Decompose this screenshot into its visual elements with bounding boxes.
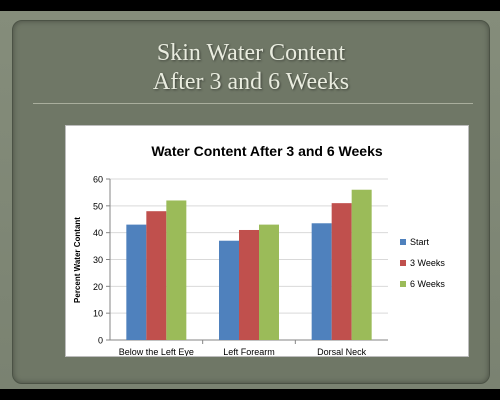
legend: Start 3 Weeks 6 Weeks bbox=[400, 237, 445, 289]
legend-swatch bbox=[400, 281, 406, 287]
bar-6-weeks bbox=[351, 189, 372, 340]
bar-start bbox=[126, 224, 147, 340]
bar-start bbox=[219, 240, 239, 340]
slide-title-line-2: After 3 and 6 Weeks bbox=[152, 69, 350, 95]
bar-start bbox=[311, 223, 332, 340]
legend-label: 6 Weeks bbox=[410, 279, 445, 289]
bars bbox=[126, 189, 372, 340]
legend-swatch bbox=[400, 260, 406, 266]
legend-swatch bbox=[400, 239, 406, 245]
y-tick-label: 0 bbox=[98, 336, 103, 346]
y-tick-label: 40 bbox=[93, 228, 103, 238]
slide-panel: Skin Water Content After 3 and 6 Weeks W… bbox=[12, 20, 490, 384]
legend-label: 3 Weeks bbox=[410, 258, 445, 268]
title-divider bbox=[33, 103, 473, 104]
x-tick-label: Left Forearm bbox=[223, 347, 275, 356]
bar-chart: Water Content After 3 and 6 Weeks Percen… bbox=[73, 143, 445, 356]
y-tick-label: 10 bbox=[93, 309, 103, 319]
chart-title: Water Content After 3 and 6 Weeks bbox=[151, 143, 383, 159]
y-axis-label: Percent Water Contant bbox=[73, 217, 82, 303]
slide-title-line-1: Skin Water Content bbox=[156, 40, 346, 66]
bar-3-weeks bbox=[146, 211, 167, 340]
y-axis-ticks: 0 10 20 30 40 50 60 bbox=[93, 175, 111, 346]
bar-3-weeks bbox=[239, 229, 259, 340]
chart-area: Water Content After 3 and 6 Weeks Percen… bbox=[65, 125, 469, 357]
y-tick-label: 50 bbox=[93, 201, 103, 211]
slide-background: Skin Water Content After 3 and 6 Weeks W… bbox=[0, 11, 500, 389]
bar-3-weeks bbox=[331, 203, 352, 340]
y-tick-label: 20 bbox=[93, 282, 103, 292]
bar-6-weeks bbox=[166, 200, 187, 340]
x-tick-label: Below the Left Eye bbox=[119, 347, 194, 356]
y-tick-label: 60 bbox=[93, 175, 103, 185]
bar-6-weeks bbox=[259, 224, 279, 340]
x-axis-ticks: Below the Left Eye Left Forearm Dorsal Nec… bbox=[119, 340, 367, 356]
y-tick-label: 30 bbox=[93, 255, 103, 265]
x-tick-label: Dorsal Neck bbox=[317, 347, 367, 356]
legend-label: Start bbox=[410, 237, 430, 247]
